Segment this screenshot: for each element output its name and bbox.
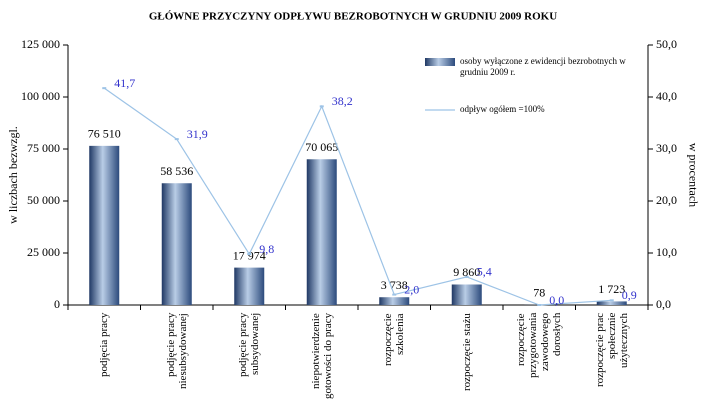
x-tick-label: rozpoczęcie prac społecznie użytecznych xyxy=(593,313,630,388)
bar-value-label: 17 974 xyxy=(233,248,266,262)
x-tick-label: podjęcie pracy subsydowanej xyxy=(237,313,262,378)
y2-tick-label: 40,0 xyxy=(656,89,677,103)
bar xyxy=(161,183,192,305)
bar-value-label: 78 xyxy=(533,286,545,300)
bar xyxy=(306,159,337,305)
line-value-label: 5,4 xyxy=(477,265,492,279)
line-value-label: 2,0 xyxy=(404,282,419,296)
chart-title: GŁÓWNE PRZYCZYNY ODPŁYWU BEZROBOTNYCH W … xyxy=(149,11,557,23)
x-tick-label: rozpoczęcie szkolenia xyxy=(382,313,407,366)
y-tick-label: 0 xyxy=(54,297,60,311)
line-value-label: 9,8 xyxy=(259,242,274,256)
y-tick-label: 125 000 xyxy=(21,37,60,51)
line-value-label: 31,9 xyxy=(187,127,208,141)
bar-value-label: 76 510 xyxy=(88,127,121,141)
bar xyxy=(89,145,120,305)
bar-value-label: 3 738 xyxy=(381,278,408,292)
line-marker xyxy=(609,299,614,302)
y-tick-label: 75 000 xyxy=(27,141,60,155)
x-tick-label: niepotwierdzenie gotowości do pracy xyxy=(309,313,334,400)
bar-value-label: 58 536 xyxy=(160,164,193,178)
line-marker xyxy=(102,87,107,90)
bar xyxy=(234,267,265,305)
bar xyxy=(379,297,410,305)
line-marker xyxy=(392,293,397,296)
y-tick-label: 100 000 xyxy=(21,89,60,103)
y2-tick-label: 30,0 xyxy=(656,141,677,155)
line-marker xyxy=(174,138,179,141)
bar xyxy=(596,301,627,305)
line-value-label: 38,2 xyxy=(332,94,353,108)
x-tick-label: rozpoczęcie stażu xyxy=(460,313,473,391)
y-axis-label: w liczbach bezwzgl. xyxy=(6,126,20,224)
bar-value-label: 9 860 xyxy=(453,265,480,279)
line-marker xyxy=(537,304,542,306)
legend-swatch xyxy=(425,58,455,66)
line-marker xyxy=(319,105,324,108)
line-value-label: 0,9 xyxy=(622,288,637,302)
y-tick-label: 50 000 xyxy=(27,193,60,207)
bar-value-label: 1 723 xyxy=(598,282,625,296)
x-tick-label: rozpoczęcie przygotowania zawodowego dor… xyxy=(515,313,564,379)
y2-tick-label: 20,0 xyxy=(656,193,677,207)
x-tick-label: podjęcie pracy niesubsydowanej xyxy=(164,313,189,389)
y2-tick-label: 50,0 xyxy=(656,37,677,51)
line-value-label: 0,0 xyxy=(549,293,564,307)
y2-axis-label: w procentach xyxy=(686,143,700,207)
bar xyxy=(451,284,482,305)
legend-label: odpływ ogółem =100% xyxy=(460,104,545,114)
x-tick-label: podjęcia pracy xyxy=(98,313,111,378)
y-tick-label: 25 000 xyxy=(27,245,60,259)
line-marker xyxy=(247,253,252,256)
y2-tick-label: 10,0 xyxy=(656,245,677,259)
bar-value-label: 70 065 xyxy=(305,140,338,154)
y2-tick-label: 0,0 xyxy=(656,297,671,311)
line-value-label: 41,7 xyxy=(114,76,135,90)
line xyxy=(103,87,612,306)
legend-label: osoby wyłączone z ewidencji bezrobotnych… xyxy=(460,56,626,77)
line-marker xyxy=(464,275,469,278)
